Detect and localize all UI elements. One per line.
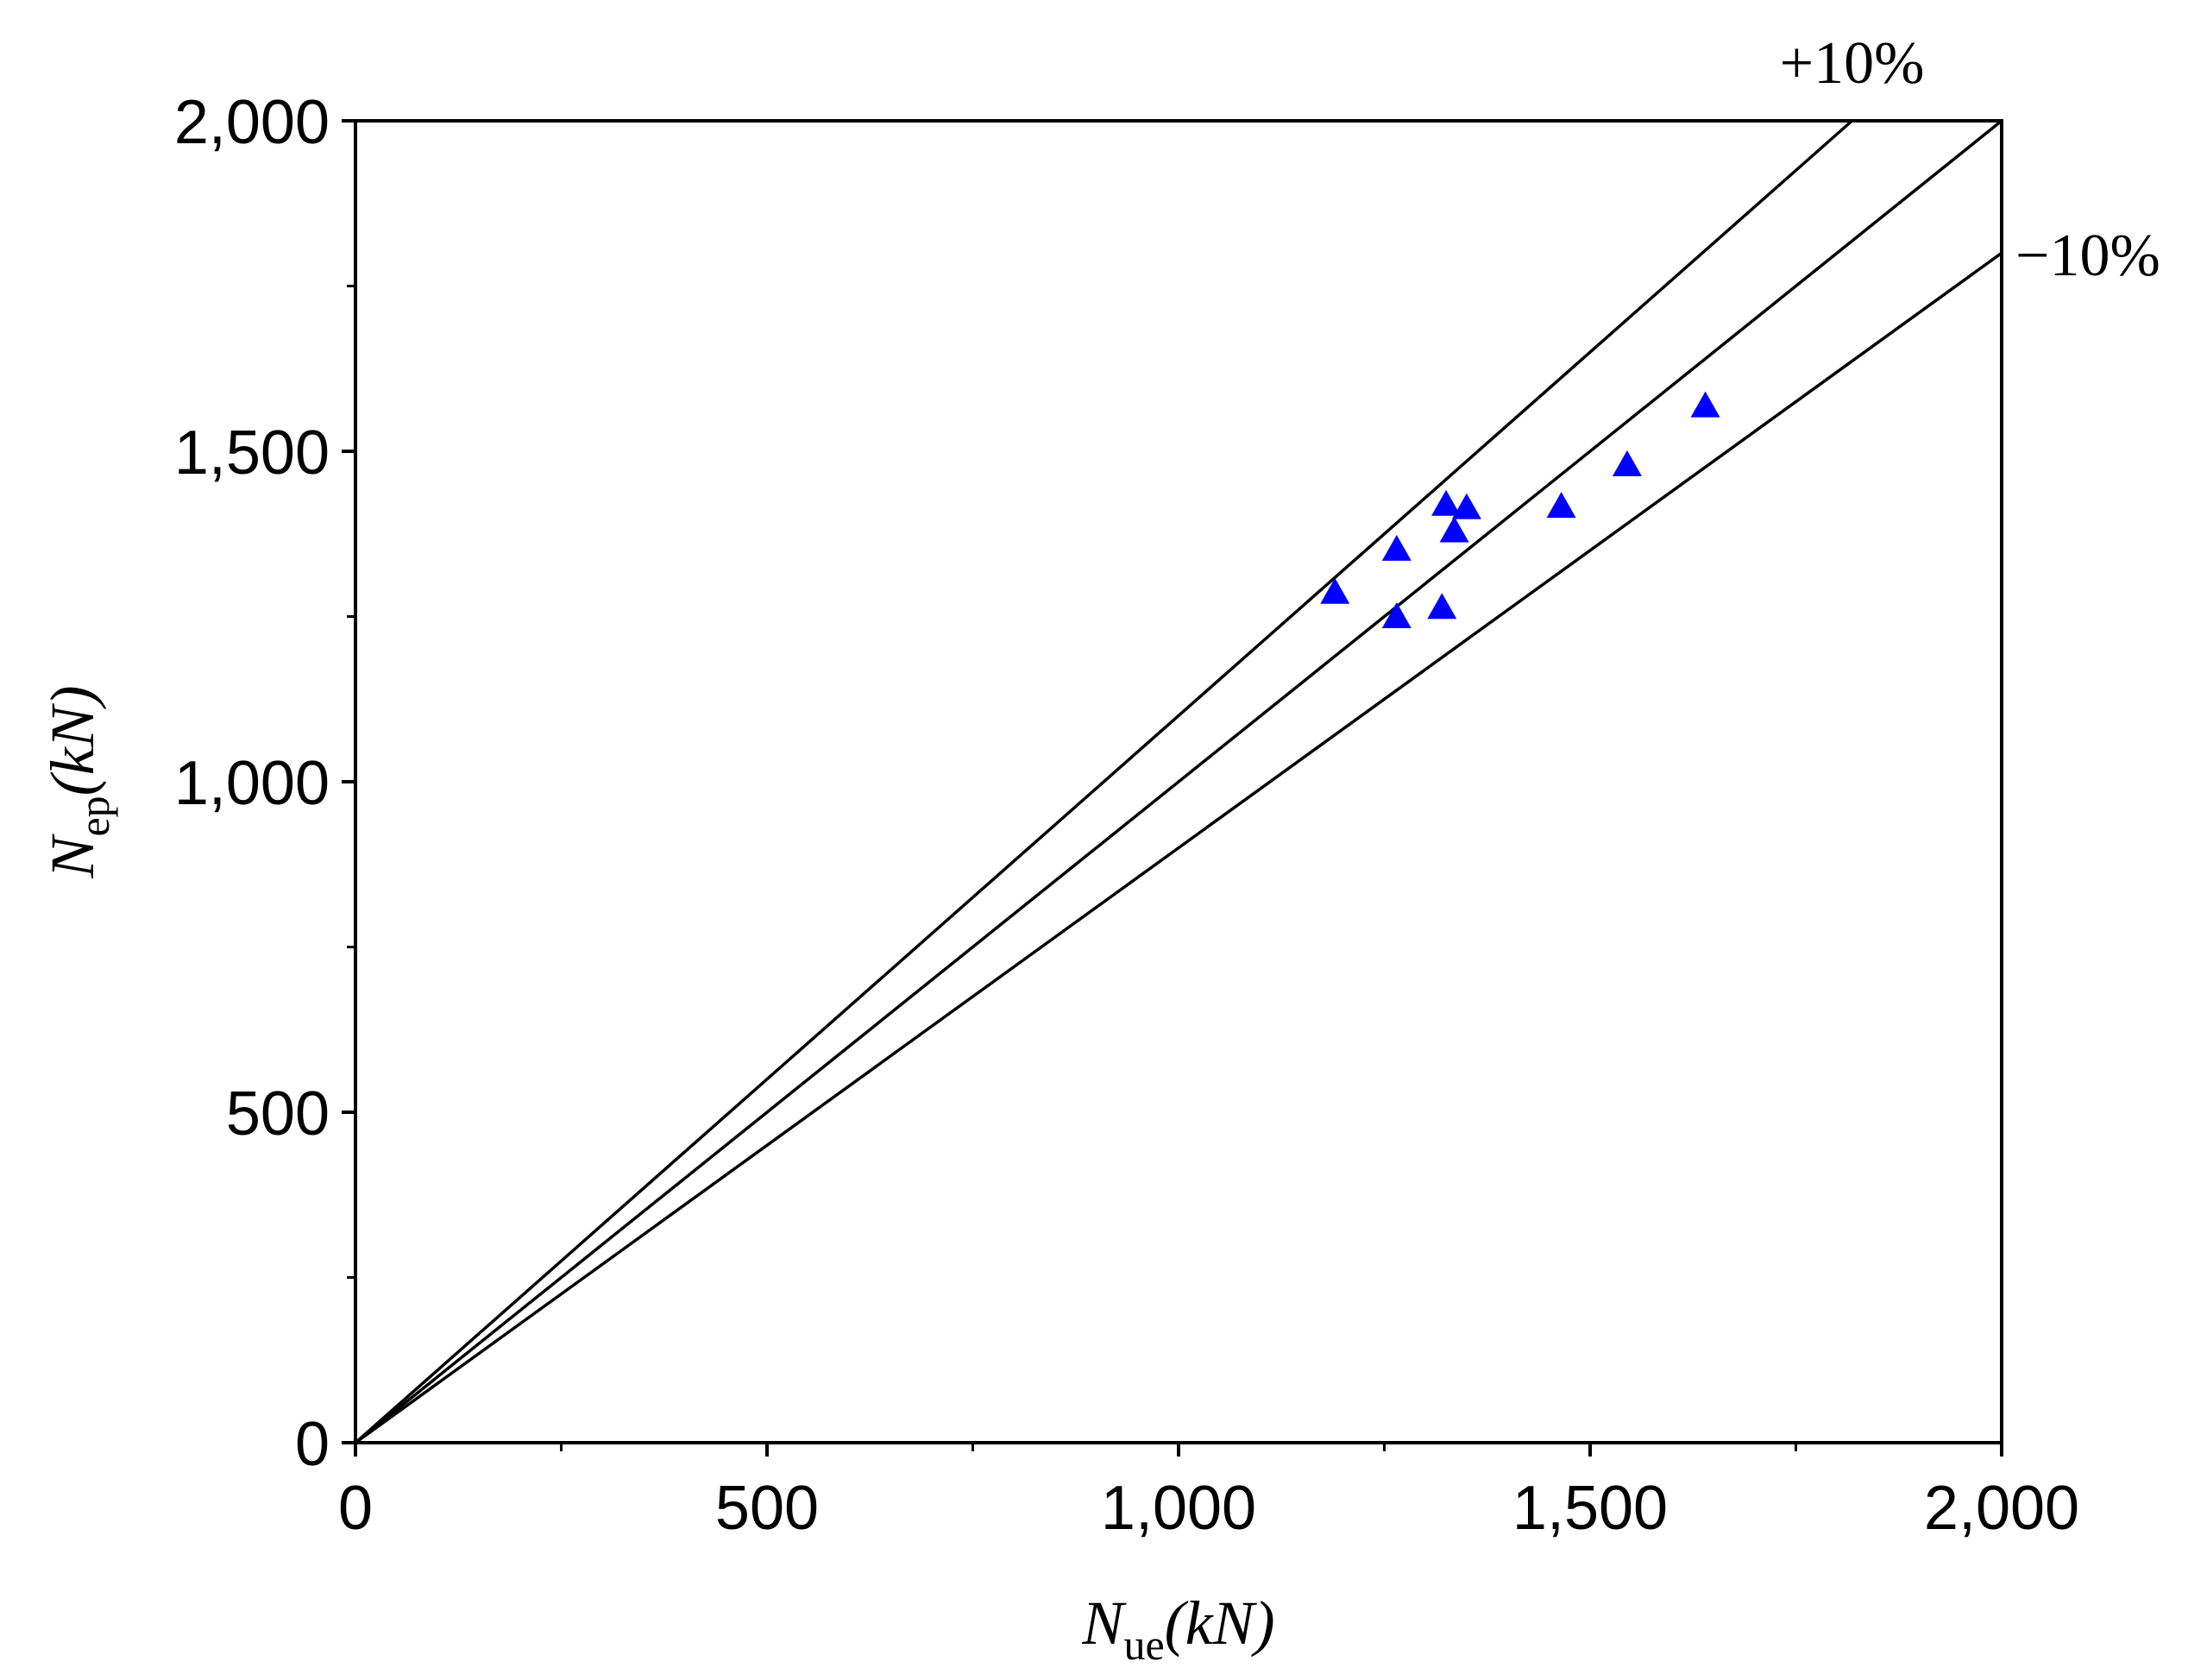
- y-axis-title: Nep(kN): [38, 685, 118, 878]
- x-tick-label: 0: [338, 1474, 373, 1543]
- data-point: [1690, 391, 1720, 418]
- x-tick-label: 2,000: [1924, 1474, 2079, 1543]
- data-points: [1320, 391, 1720, 629]
- y-axis-title-main: N: [38, 834, 107, 879]
- data-point: [1612, 450, 1642, 476]
- data-point: [1439, 516, 1469, 543]
- reference-line-2: [354, 251, 2003, 1444]
- x-tick-label: 500: [715, 1474, 819, 1543]
- reference-line-1: [354, 119, 2003, 1444]
- reference-line-label-2: −10%: [2015, 223, 2160, 289]
- data-point: [1451, 493, 1481, 519]
- y-tick-label: 1,500: [174, 418, 330, 488]
- x-axis-title-unit: (kN): [1165, 1589, 1275, 1658]
- axis-ticks: [342, 119, 2003, 1457]
- y-tick-label: 2,000: [174, 88, 330, 157]
- data-point: [1320, 577, 1350, 604]
- x-tick-label: 1,000: [1101, 1474, 1256, 1543]
- data-point: [1381, 534, 1412, 561]
- data-point: [1546, 492, 1576, 519]
- reference-line-0: [354, 119, 1853, 1444]
- y-tick-label: 500: [226, 1079, 330, 1148]
- reference-line-label-0: +10%: [1780, 30, 1925, 97]
- data-point: [1381, 602, 1412, 629]
- y-axis-title-unit: (kN): [38, 685, 107, 796]
- y-tick-label: 0: [295, 1410, 330, 1479]
- axis-tick-labels: 0 500 1,000 1,500 2,000 0 500 1,000 1,500 2,000: [174, 88, 2079, 1543]
- data-point: [1431, 489, 1462, 516]
- x-tick-label: 1,500: [1512, 1474, 1668, 1543]
- y-axis-title-subscript: ep: [70, 796, 118, 836]
- reference-lines: [354, 119, 2003, 1444]
- x-axis-title-subscript: ue: [1123, 1620, 1164, 1669]
- data-point: [1427, 593, 1457, 620]
- y-tick-label: 1,000: [174, 749, 330, 818]
- x-axis-title-main: N: [1081, 1589, 1127, 1658]
- reference-line-labels: +10% −10%: [1780, 30, 2160, 289]
- x-axis-title: Nue(kN): [1081, 1589, 1274, 1669]
